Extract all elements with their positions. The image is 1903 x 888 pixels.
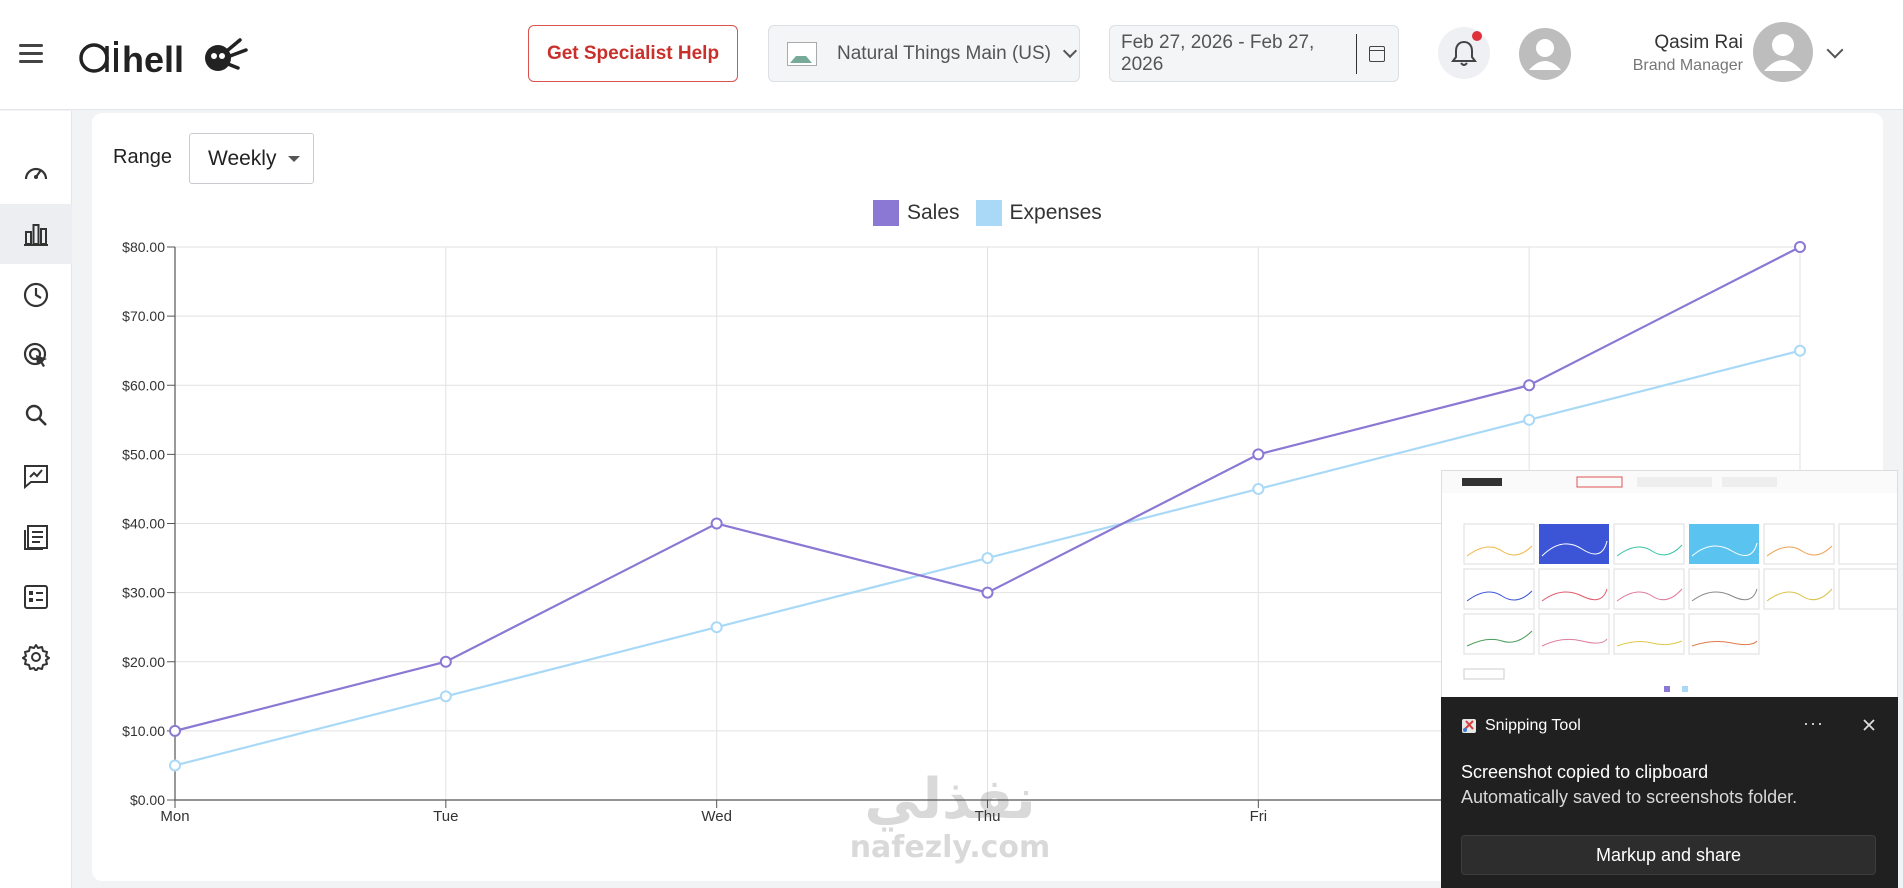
- snipping-tool-icon: [1462, 719, 1476, 733]
- data-point-sales: [1794, 241, 1806, 253]
- store-selector[interactable]: Natural Things Main (US): [768, 25, 1080, 82]
- notification-dot: [1472, 31, 1482, 41]
- sidebar-item-reviews[interactable]: [0, 446, 72, 506]
- sidebar: [0, 111, 72, 888]
- x-tick-label: Mon: [160, 808, 189, 825]
- data-point-expenses: [710, 621, 723, 634]
- user-menu-chevron-icon[interactable]: [1826, 41, 1844, 59]
- toast-subtitle: Automatically saved to screenshots folde…: [1461, 787, 1798, 807]
- sidebar-item-reports[interactable]: [0, 567, 72, 627]
- sidebar-item-targeting[interactable]: [0, 325, 72, 385]
- user-role: Brand Manager: [1632, 57, 1743, 74]
- target-click-icon: [23, 342, 47, 367]
- legend-item-sales[interactable]: Sales: [873, 200, 960, 226]
- profile-avatar[interactable]: [1753, 22, 1813, 82]
- get-specialist-help-button[interactable]: Get Specialist Help: [528, 25, 738, 82]
- sidebar-item-search[interactable]: [0, 385, 72, 445]
- range-dropdown[interactable]: Weekly: [189, 133, 314, 184]
- x-tick-label: Wed: [701, 808, 732, 825]
- markup-and-share-button[interactable]: Markup and share: [1461, 835, 1876, 875]
- user-silhouette-icon: [1529, 39, 1561, 70]
- close-icon[interactable]: [1857, 713, 1881, 737]
- line-chart: $0.00 $10.00 $20.00 $30.00 $40.00 $50.00 $60.0…: [122, 239, 1806, 825]
- sidebar-item-history[interactable]: [0, 265, 72, 325]
- toast-app-name: Snipping Tool: [1485, 717, 1581, 734]
- svg-text:hell: hell: [122, 39, 184, 80]
- docs-list-icon: [24, 525, 48, 550]
- y-tick-label: $60.00: [122, 377, 165, 393]
- store-image-icon: [787, 41, 817, 66]
- sidebar-item-documents[interactable]: [0, 507, 72, 567]
- toast-title: Screenshot copied to clipboard: [1461, 762, 1709, 782]
- store-name: Natural Things Main (US): [837, 42, 1052, 64]
- y-tick-label: $10.00: [122, 723, 165, 739]
- legend-swatch-expenses: [975, 200, 1002, 226]
- y-tick-label: $30.00: [122, 585, 165, 601]
- data-point-expenses: [1252, 482, 1265, 495]
- legend-label-expenses: Expenses: [1009, 201, 1102, 224]
- data-point-sales: [169, 724, 181, 737]
- toast-app-header: Snipping Tool: [1461, 717, 1581, 735]
- bell-icon: [1451, 40, 1477, 66]
- user-name: Qasim Rai: [1654, 32, 1743, 53]
- avatar[interactable]: [1519, 28, 1571, 80]
- data-point-expenses: [981, 552, 994, 565]
- sidebar-item-analytics[interactable]: [0, 204, 72, 264]
- data-point-expenses: [439, 690, 452, 703]
- legend-item-expenses[interactable]: Expenses: [975, 200, 1102, 226]
- report-icon: [24, 585, 48, 609]
- y-tick-label: $50.00: [122, 446, 165, 462]
- calendar-icon[interactable]: [1369, 45, 1385, 62]
- top-header: hell Get Specialist Help Natural Things …: [0, 0, 1903, 110]
- y-tick-label: $70.00: [122, 308, 165, 324]
- sidebar-item-settings[interactable]: [0, 627, 72, 687]
- caret-down-icon: [288, 155, 301, 162]
- user-silhouette-icon: [1764, 34, 1802, 71]
- more-options-icon[interactable]: ···: [1803, 713, 1824, 733]
- notifications-button[interactable]: [1438, 27, 1490, 79]
- chart-legend: Sales Expenses: [873, 200, 1106, 226]
- data-point-expenses: [169, 759, 181, 772]
- x-tick-label: Fri: [1250, 808, 1268, 825]
- aihello-logo[interactable]: hell: [78, 28, 268, 80]
- data-point-sales: [1523, 379, 1536, 392]
- date-range-picker[interactable]: Feb 27, 2026 - Feb 27, 2026: [1109, 25, 1399, 82]
- y-tick-label: $80.00: [122, 239, 165, 255]
- bar-chart-icon: [24, 224, 48, 246]
- x-tick-label: Tue: [433, 808, 458, 825]
- data-point-sales: [981, 586, 994, 599]
- date-range-text[interactable]: Feb 27, 2026 - Feb 27, 2026: [1110, 32, 1357, 75]
- y-tick-label: $40.00: [122, 516, 165, 532]
- screenshot-preview-image: [1442, 471, 1897, 697]
- data-point-sales: [1252, 448, 1265, 461]
- search-icon: [25, 404, 47, 426]
- legend-label-sales: Sales: [907, 201, 960, 224]
- range-label: Range: [113, 146, 172, 168]
- data-point-expenses: [1523, 413, 1536, 426]
- chevron-down-icon: [1062, 43, 1078, 59]
- gear-icon: [22, 644, 50, 671]
- snipping-tool-notification: Snipping Tool ··· Screenshot copied to c…: [1441, 697, 1898, 888]
- data-point-sales: [439, 655, 452, 668]
- x-tick-label: Thu: [975, 808, 1001, 825]
- range-value: Weekly: [208, 146, 277, 170]
- sidebar-item-dashboard[interactable]: [0, 143, 72, 203]
- data-point-expenses: [1794, 344, 1806, 357]
- data-point-sales: [710, 517, 723, 530]
- chat-chart-icon: [24, 465, 48, 490]
- speedometer-icon: [24, 167, 48, 180]
- legend-swatch-sales: [873, 200, 899, 226]
- clock-icon: [23, 282, 49, 308]
- y-tick-label: $0.00: [130, 792, 165, 808]
- y-tick-label: $20.00: [122, 654, 165, 670]
- screenshot-thumbnail[interactable]: [1441, 470, 1898, 698]
- hamburger-menu-icon[interactable]: [16, 38, 46, 68]
